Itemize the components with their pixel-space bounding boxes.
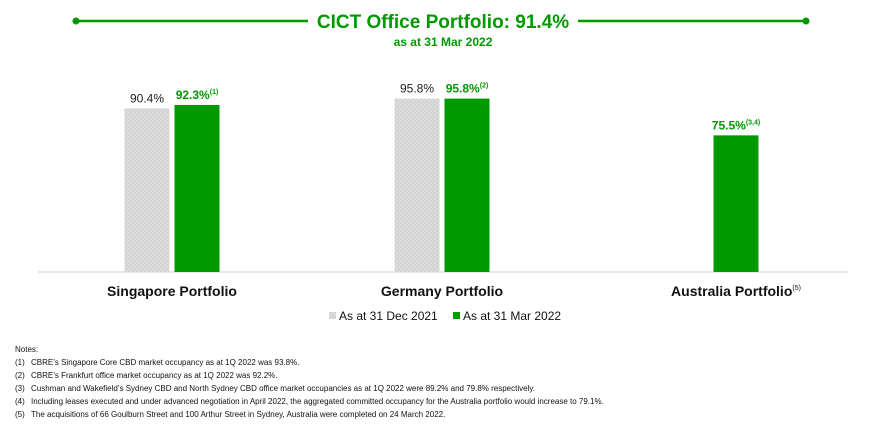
- footnote-number: (2): [15, 371, 25, 380]
- category-label-group: Singapore Portfolio Germany Portfolio Aust…: [107, 283, 801, 299]
- footnote-number: (1): [15, 358, 25, 367]
- category-label-singapore: Singapore Portfolio: [107, 283, 237, 299]
- footnote-number: (5): [15, 410, 25, 419]
- bar-germany-dec-2021: [394, 98, 440, 273]
- footnote-3: (3) Cushman and Wakefield’s Sydney CBD a…: [15, 382, 865, 395]
- value-label-germany-mar-2022: 95.8%(2): [446, 82, 489, 96]
- footnote-text: Cushman and Wakefield’s Sydney CBD and N…: [31, 384, 535, 393]
- footnote-text: Including leases executed and under adva…: [31, 397, 604, 406]
- footnote-4: (4) Including leases executed and under …: [15, 395, 865, 408]
- footnote-text: The acquisitions of 66 Goulburn Street a…: [31, 410, 446, 419]
- value-label-australia-mar-2022: 75.5%(3,4): [712, 118, 760, 132]
- footnote-text: CBRE’s Frankfurt office market occupancy…: [31, 371, 278, 380]
- chart-title: CICT Office Portfolio: 91.4%: [317, 12, 569, 33]
- bar-group: [124, 98, 759, 273]
- value-label-footnote-ref: (3,4): [746, 119, 760, 126]
- category-label-australia: Australia Portfolio(5): [671, 283, 801, 299]
- bar-singapore-dec-2021: [124, 108, 170, 272]
- footnote-1: (1) CBRE’s Singapore Core CBD market occ…: [15, 356, 865, 369]
- footnote-5: (5) The acquisitions of 66 Goulburn Stre…: [15, 408, 865, 421]
- footnotes: Notes: (1) CBRE’s Singapore Core CBD mar…: [15, 343, 865, 421]
- value-label-footnote-ref: (1): [210, 89, 219, 96]
- legend: As at 31 Dec 2021 As at 31 Mar 2022: [329, 309, 561, 323]
- value-label-germany-dec-2021: 95.8%: [400, 82, 434, 96]
- footnote-text: CBRE’s Singapore Core CBD market occupan…: [31, 358, 300, 367]
- title-dot-left: [72, 17, 80, 25]
- title-dot-right: [802, 17, 810, 25]
- value-label-footnote-ref: (2): [480, 83, 489, 90]
- notes-heading: Notes:: [15, 345, 39, 354]
- footnote-number: (4): [15, 397, 25, 406]
- bar-singapore-mar-2022: [174, 104, 220, 272]
- legend-label-mar-2022: As at 31 Mar 2022: [463, 309, 561, 323]
- legend-label-dec-2021: As at 31 Dec 2021: [339, 309, 438, 323]
- value-label-singapore-mar-2022: 92.3%(1): [176, 88, 219, 102]
- footnote-number: (3): [15, 384, 25, 393]
- value-label-singapore-dec-2021: 90.4%: [130, 91, 164, 105]
- bar-australia-mar-2022: [713, 135, 759, 272]
- legend-swatch-dec-2021: [329, 312, 336, 319]
- bar-germany-mar-2022: [444, 98, 490, 273]
- footnote-2: (2) CBRE’s Frankfurt office market occup…: [15, 369, 865, 382]
- category-label-germany: Germany Portfolio: [381, 283, 503, 299]
- chart-subtitle: as at 31 Mar 2022: [394, 35, 493, 49]
- legend-swatch-mar-2022: [453, 312, 460, 319]
- category-label-footnote-ref: (5): [792, 285, 801, 292]
